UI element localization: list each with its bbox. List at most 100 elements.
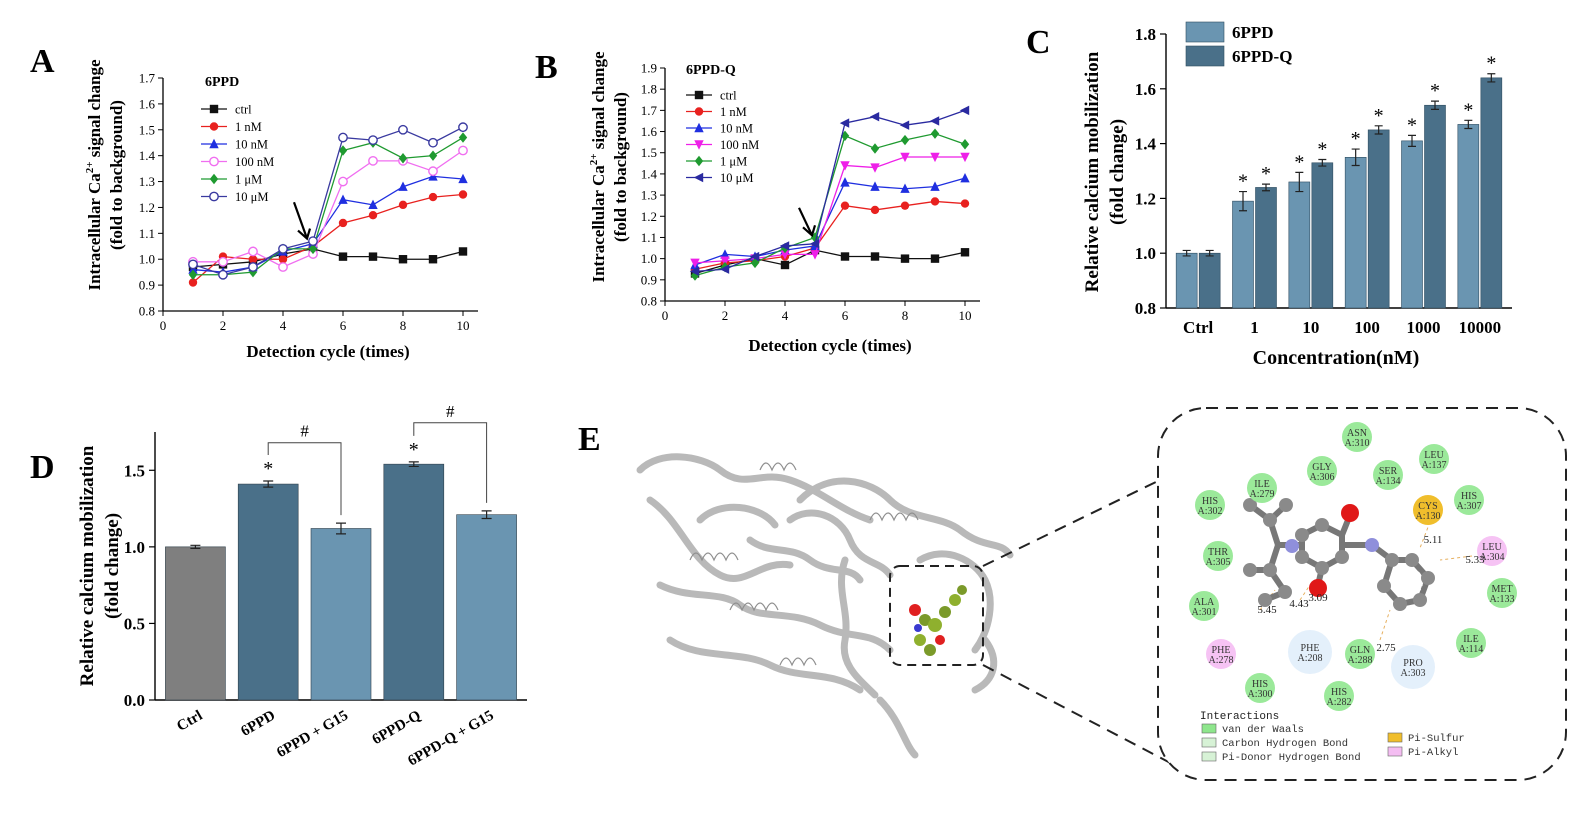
residue-bubble (1454, 485, 1484, 515)
distance-label: 5.33 (1465, 554, 1485, 566)
residue-name: HIS (1252, 679, 1268, 690)
panel-c-bar (1175, 252, 1198, 309)
panel-c-error-bar (1487, 73, 1496, 83)
svg-text:(fold change): (fold change) (102, 513, 123, 619)
panel-b-data-point (840, 201, 850, 210)
panel-b-arrow-icon (798, 207, 817, 238)
svg-text:Intracellular Ca2+ signal chan: Intracellular Ca2+ signal change (588, 51, 608, 283)
panel-d-bracket-label: # (446, 402, 455, 421)
panel-c-significance-star: * (1407, 114, 1417, 136)
panel-a-data-point (188, 259, 198, 270)
residue-name: ASN (1347, 428, 1367, 439)
panel-c-x-axis-label: Concentration(nM) (1253, 347, 1420, 369)
panel-a-data-point (188, 278, 198, 287)
residue-name: PHE (1212, 645, 1231, 656)
panel-b-y-tick-label: 1.3 (641, 188, 657, 203)
panel-c-significance-star: * (1238, 171, 1248, 193)
panel-a-data-point (338, 176, 348, 187)
panel-a-data-point (368, 199, 378, 210)
panel-a-data-point (248, 246, 258, 257)
panel-d-category-label: 6PPD + G15 (274, 708, 351, 762)
panel-a-data-point (248, 262, 258, 272)
panel-a-data-point (278, 255, 288, 264)
panel-a-legend-label: 10 nM (235, 138, 268, 152)
panel-a-data-point (338, 194, 348, 204)
interaction-legend-title: Interactions (1200, 711, 1279, 723)
panel-a-data-point (278, 243, 288, 254)
panel-d-bar (310, 528, 372, 701)
distance-label: 5.11 (1424, 534, 1443, 546)
panel-a-data-point (428, 192, 438, 202)
panel-b-data-point (840, 252, 850, 261)
residue-bubble (1288, 630, 1332, 674)
panel-a-series-line-5 (192, 126, 464, 276)
panel-c-error-bar (1351, 148, 1360, 167)
panel-b-legend-marker (694, 122, 704, 133)
panel-c-bar (1344, 157, 1367, 309)
residue-bubble (1245, 673, 1275, 703)
panel-b-legend: ctrl 1 nM 10 nM 100 nM 1 μM 10 μM (686, 89, 759, 185)
panel-a-data-point (308, 243, 318, 255)
zoom-line-top (982, 479, 1161, 567)
residue-id: A:303 (1401, 668, 1426, 679)
panel-b-data-point (780, 250, 790, 260)
interaction-legend-swatch (1201, 723, 1217, 734)
residue-name: ALA (1194, 597, 1215, 608)
panel-c-error-bar (1318, 158, 1327, 167)
panel-b-y-axis-label: Intracellular Ca2+ signal change (fold t… (588, 51, 630, 283)
residue-bubble (1477, 536, 1507, 566)
panel-a-y-tick-label: 1.3 (139, 174, 155, 189)
panel-a-data-point (398, 153, 408, 164)
panel-b-legend-marker (694, 140, 704, 150)
panel-a-y-tick-label: 1.0 (139, 252, 155, 267)
panel-a-data-point (458, 132, 468, 143)
panel-a-data-point (428, 255, 438, 264)
residue-id: A:288 (1348, 655, 1373, 666)
panel-b-legend-label: 10 nM (720, 122, 753, 136)
panel-c-error-bar (1239, 190, 1247, 212)
residue-name: HIS (1202, 496, 1218, 507)
panel-c-error-bar (1295, 171, 1304, 193)
panel-c-error-bar (1374, 125, 1383, 135)
panel-c-legend-swatch (1185, 21, 1225, 43)
panel-a-x-axis-label: Detection cycle (times) (246, 342, 409, 361)
panel-a-series-line-1 (192, 193, 464, 284)
panel-a-letter: A (30, 43, 55, 80)
panel-c-y-tick-label: 1.0 (1135, 244, 1156, 263)
panel-a-data-point (428, 137, 438, 148)
panel-d-error-bar (263, 480, 274, 488)
residue-bubble (1324, 681, 1354, 711)
residue-bubble (1189, 591, 1219, 621)
panel-b-legend-marker (694, 90, 704, 100)
panel-b-x-tick-label: 2 (722, 308, 729, 323)
panel-c-category-label: 1000 (1407, 318, 1441, 337)
panel-b-data-point (960, 199, 970, 208)
svg-text:(fold to background): (fold to background) (611, 92, 630, 242)
panel-b-data-point (869, 112, 880, 122)
residue-bubble (1206, 639, 1236, 669)
panel-a-series-line-0 (192, 248, 464, 268)
panel-b-data-point (899, 120, 910, 130)
panel-d-error-bar (336, 522, 346, 535)
panel-b-data-point (690, 258, 700, 269)
panel-a-y-tick-label: 1.4 (139, 148, 156, 163)
panel-a-y-tick-label: 1.2 (139, 200, 155, 215)
protein-ribbon-illustration (636, 453, 1014, 759)
panel-c-bar (1232, 200, 1254, 309)
panel-b-data-point (900, 152, 910, 163)
residue-bubble (1307, 456, 1337, 486)
residue-name: CYS (1418, 501, 1437, 512)
panel-d-bracket-label: # (300, 422, 309, 441)
distance-label: 2.75 (1376, 642, 1396, 654)
panel-c-category-label: Ctrl (1183, 318, 1213, 337)
svg-text:Intracellular Ca2+ signal chan: Intracellular Ca2+ signal change (84, 59, 104, 291)
residue-name: HIS (1331, 687, 1347, 698)
panel-a-y-tick-label: 1.1 (139, 226, 155, 241)
residue-id: A:133 (1490, 594, 1515, 605)
residue-name: LEU (1424, 450, 1444, 461)
panel-c-bar (1288, 181, 1311, 309)
residue-name: GLY (1312, 462, 1332, 473)
panel-a-data-point (338, 218, 348, 228)
residue-bubble (1413, 495, 1443, 525)
